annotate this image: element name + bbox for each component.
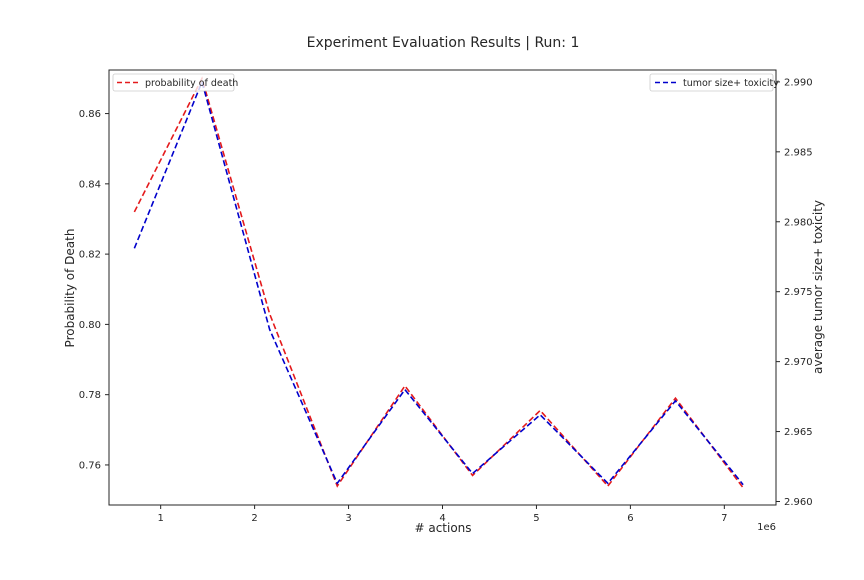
x-tick-label: 7 [721, 513, 727, 524]
chart-title: Experiment Evaluation Results | Run: 1 [307, 35, 580, 51]
x-tick-label: 5 [533, 513, 539, 524]
right-y-tick-label: 2.975 [784, 287, 813, 298]
x-tick-label: 3 [345, 513, 351, 524]
x-tick-label: 6 [627, 513, 633, 524]
right-y-tick-label: 2.990 [784, 77, 813, 88]
left-y-tick-label: 0.82 [79, 250, 101, 261]
left-y-axis-label: Probability of Death [63, 229, 77, 348]
right-y-axis-label: average tumor size+ toxicity [811, 200, 825, 374]
x-axis-label: # actions [414, 521, 471, 535]
left-y-axis: 0.76 0.78 0.80 0.82 0.84 0.86 [79, 109, 109, 471]
right-y-axis: 2.960 2.965 2.970 2.975 2.980 2.985 2.990 [776, 77, 813, 508]
series-line-tumor-size-toxicity [133, 79, 744, 486]
x-tick-label: 4 [439, 513, 445, 524]
legend-right: tumor size+ toxicity [649, 73, 779, 92]
left-y-tick-label: 0.78 [79, 390, 101, 401]
left-y-tick-label: 0.86 [79, 109, 101, 120]
legend-right-label: tumor size+ toxicity [683, 78, 779, 89]
right-y-tick-label: 2.985 [784, 147, 813, 158]
left-y-tick-label: 0.84 [79, 179, 101, 190]
x-axis: 1 2 3 4 5 6 7 [157, 505, 728, 524]
left-y-tick-label: 0.80 [79, 320, 101, 331]
x-tick-label: 1 [157, 513, 163, 524]
x-offset-label: 1e6 [757, 522, 776, 533]
right-y-tick-label: 2.965 [784, 427, 813, 438]
right-y-tick-label: 2.970 [784, 357, 813, 368]
left-y-tick-label: 0.76 [79, 460, 101, 471]
plot-area [133, 76, 744, 489]
x-tick-label: 2 [251, 513, 257, 524]
legend-right-box [649, 73, 774, 92]
legend-left: probability of death [112, 73, 238, 92]
right-y-tick-label: 2.960 [784, 497, 813, 508]
legend-left-label: probability of death [145, 78, 238, 89]
legend-left-box [112, 73, 235, 92]
right-y-tick-label: 2.980 [784, 217, 813, 228]
